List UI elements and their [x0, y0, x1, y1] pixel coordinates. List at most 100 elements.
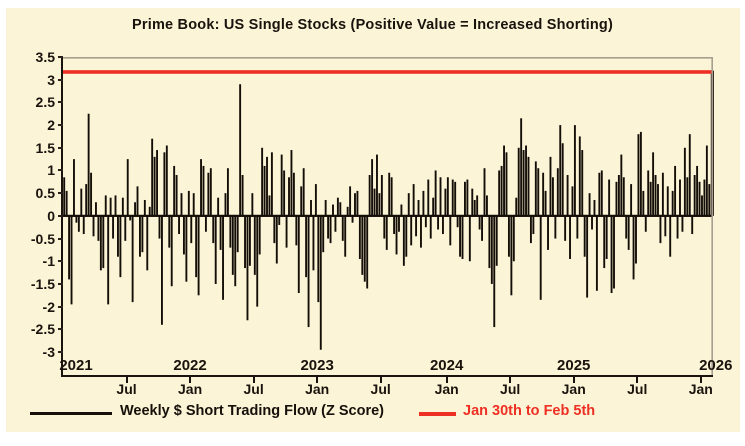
- y-tick-label: 0.5: [35, 185, 55, 202]
- bar: [507, 215, 510, 257]
- chart-title: Prime Book: US Single Stocks (Positive V…: [132, 17, 613, 33]
- bar: [390, 177, 393, 216]
- bar: [143, 199, 146, 216]
- bar: [288, 177, 290, 216]
- x-tick-mark: [252, 377, 255, 383]
- y-tick-label: -1: [42, 253, 55, 270]
- bar: [630, 184, 633, 216]
- bar: [339, 202, 342, 216]
- bar: [679, 179, 681, 216]
- bar: [647, 170, 650, 216]
- bar: [302, 168, 305, 216]
- bar: [244, 215, 246, 269]
- bar: [600, 170, 603, 216]
- bar: [422, 190, 425, 216]
- bar: [366, 215, 369, 289]
- bar: [165, 145, 168, 216]
- bar: [676, 215, 679, 239]
- bar: [385, 215, 388, 250]
- bar: [236, 215, 239, 253]
- bar: [246, 215, 249, 321]
- bar: [121, 197, 124, 216]
- bar: [156, 150, 159, 216]
- y-tick-mark: [58, 328, 63, 331]
- bar: [434, 170, 437, 216]
- bar: [175, 175, 178, 216]
- bar: [87, 113, 90, 216]
- bar: [139, 215, 141, 257]
- bar: [107, 215, 110, 305]
- y-tick-label: 3: [47, 71, 55, 88]
- bar: [424, 215, 427, 228]
- bar: [380, 175, 383, 216]
- bar: [708, 184, 711, 216]
- bar: [586, 215, 589, 298]
- bar: [329, 215, 332, 244]
- bar: [547, 215, 549, 250]
- bar: [229, 215, 232, 248]
- bar: [319, 215, 322, 350]
- bar: [666, 186, 669, 216]
- bar: [251, 193, 254, 216]
- bar: [437, 215, 440, 230]
- bar: [417, 199, 420, 216]
- x-tick-mark: [379, 377, 382, 383]
- bar: [124, 215, 127, 241]
- legend-red-line-label: Jan 30th to Feb 5th: [463, 403, 596, 419]
- bar: [468, 215, 471, 262]
- bar: [114, 195, 117, 216]
- bar: [129, 215, 132, 221]
- bar: [573, 125, 576, 216]
- bar: [420, 215, 422, 248]
- y-tick-mark: [58, 260, 63, 263]
- bar: [327, 215, 330, 239]
- bar: [395, 215, 398, 255]
- y-tick-mark: [58, 101, 63, 104]
- y-tick-label: 1.5: [35, 139, 55, 156]
- y-tick-label: -3: [42, 344, 55, 361]
- bar: [461, 215, 464, 259]
- bar: [410, 215, 413, 246]
- bar: [439, 177, 442, 216]
- bar: [554, 215, 557, 239]
- bar: [683, 147, 686, 216]
- bar: [615, 181, 618, 216]
- bar: [148, 206, 151, 216]
- bar: [576, 215, 579, 239]
- bar: [268, 195, 271, 216]
- bar: [63, 177, 66, 216]
- bar: [344, 215, 347, 257]
- x-tick-mark: [699, 377, 702, 383]
- bar: [346, 206, 349, 216]
- bar: [202, 165, 205, 216]
- bar: [141, 215, 144, 253]
- bar: [305, 215, 308, 278]
- y-tick-mark: [58, 146, 63, 149]
- bar: [442, 215, 444, 235]
- bar: [498, 170, 501, 216]
- bar: [551, 177, 554, 216]
- bar: [657, 184, 659, 216]
- bar: [632, 215, 635, 280]
- bar: [300, 186, 303, 216]
- legend: Weekly $ Short Trading Flow (Z Score) Ja…: [0, 403, 745, 425]
- bar: [65, 190, 68, 216]
- year-label: 2021: [59, 357, 93, 374]
- bar: [73, 159, 75, 216]
- chart-panel-background: [6, 8, 740, 432]
- bar: [275, 215, 278, 264]
- y-tick-label: -0.5: [30, 230, 55, 247]
- bar: [283, 170, 286, 216]
- bar: [537, 168, 540, 216]
- bar: [593, 199, 596, 216]
- bar: [219, 215, 222, 250]
- bar: [503, 145, 505, 216]
- bar: [525, 145, 527, 216]
- bar: [564, 215, 567, 241]
- x-tick-mark: [189, 377, 192, 383]
- bar: [459, 215, 462, 257]
- bar: [192, 193, 195, 216]
- bar: [324, 199, 327, 216]
- bar: [126, 159, 129, 216]
- y-tick-mark: [58, 169, 63, 172]
